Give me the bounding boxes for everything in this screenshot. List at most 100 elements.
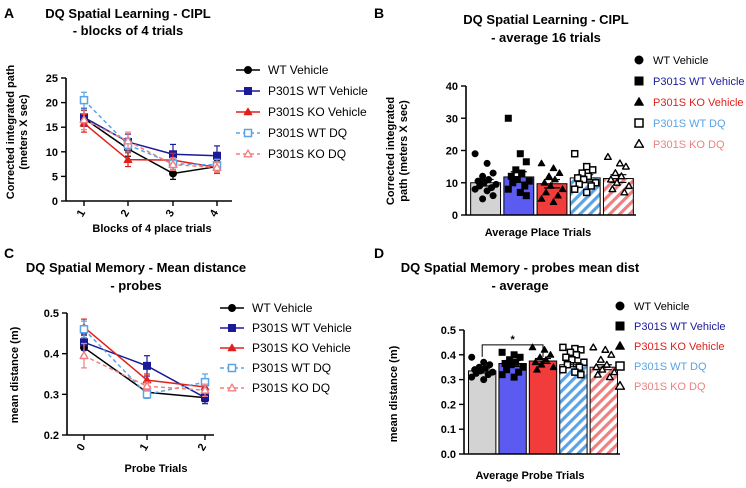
legend-marker [615,301,625,311]
legend-marker [227,363,237,373]
data-point [515,368,523,376]
data-point [598,365,607,373]
data-point [516,150,524,158]
y-tick-label: 30 [446,113,458,125]
bar-group-wt-vehicle [468,353,497,455]
panel-c-title-line1: DQ Spatial Memory - Mean distance [26,260,246,275]
legend-label: P301S KO Vehicle [634,341,725,353]
panel-a-title-line1: DQ Spatial Learning - CIPL [45,6,210,21]
panel-a-plot: 0 5 10 15 20 25 1 2 3 4 [46,73,232,219]
panel-a-y-axis-label-line1: Corrected integrated path [5,64,17,199]
y-tick-label: 0.4 [44,349,60,361]
data-point [168,160,178,169]
bar [559,364,588,455]
legend-marker [634,55,644,65]
panel-c-plot: 0.2 0.3 0.4 0.5 0 1 2 [44,308,214,453]
legend-marker [615,361,625,371]
data-point [549,198,558,205]
data-point [582,162,591,171]
legend-label: P301S KO DQ [252,381,330,395]
bar-group-p301s-wt-vehicle [498,348,527,455]
data-point [522,158,530,166]
x-tick-label: 1 [75,208,88,219]
data-point [542,355,550,363]
legend-marker [227,343,237,352]
data-point [501,359,509,367]
panel-d-x-axis-label: Average Probe Trials [475,470,584,482]
data-point [559,365,567,374]
panel-letter-a: A [4,5,14,21]
data-point [551,175,559,183]
x-tick-label: 2 [196,442,209,453]
legend-marker [614,380,626,390]
significance-star: * [510,334,515,346]
panel-letter-d: D [374,245,384,261]
data-point [472,369,480,377]
data-point [607,350,616,358]
panel-b: DQ Spatial Learning - CIPL - average 16 … [385,12,745,239]
data-point [606,175,615,183]
data-point [596,355,605,363]
legend-label: WT Vehicle [634,301,689,313]
data-point [471,150,479,158]
legend-label: P301S WT DQ [653,118,726,130]
data-point [516,353,524,361]
data-point [549,164,558,172]
series-line [83,326,206,388]
y-tick-label: 0.5 [441,325,456,337]
panel-a-title-line2: - blocks of 4 trials [73,23,184,38]
legend-marker [633,138,645,148]
panel-letter-c: C [4,245,14,261]
data-point [572,351,581,359]
data-point [484,371,492,379]
y-tick-label: 0.4 [441,350,457,362]
data-point [512,166,520,174]
y-tick-label: 10 [446,178,458,190]
y-tick-label: 0.0 [441,449,456,461]
data-point [621,162,630,170]
data-point [79,325,89,334]
data-point [480,376,488,384]
data-point [486,361,494,369]
panel-d: DQ Spatial Memory - probes mean dist - a… [388,260,726,482]
data-point [498,348,506,356]
legend-label: P301S WT Vehicle [634,321,726,333]
panel-a-x-axis-label: Blocks of 4 place trials [92,223,211,235]
series-line [83,116,218,157]
data-point [575,363,584,371]
data-point [123,155,133,163]
data-point [471,185,479,193]
data-point [525,177,533,185]
data-point [542,188,550,196]
legend-label: WT Vehicle [268,63,329,77]
data-point [549,363,558,371]
data-point [519,363,527,371]
data-point [212,162,222,172]
y-tick-label: 0.2 [44,430,59,442]
data-point [540,178,549,186]
y-tick-label: 20 [446,146,458,158]
data-point [468,353,476,361]
series-line [83,355,206,392]
data-point [489,192,497,200]
x-tick-label: 1 [138,442,151,453]
data-point [509,179,517,187]
data-point [213,151,221,160]
data-point [483,159,491,167]
panel-c: DQ Spatial Memory - Mean distance - prob… [9,260,352,475]
legend-marker [228,324,236,332]
data-point [601,345,610,353]
data-point [504,185,512,193]
data-point [582,188,591,197]
data-point [617,172,626,180]
y-tick-label: 0.5 [44,308,59,320]
panel-d-y-axis-label: mean distance (m) [388,345,400,442]
data-point [528,343,537,351]
panel-d-legend: WT Vehicle P301S WT Vehicle P301S KO Vehic… [614,301,726,393]
y-tick-label: 15 [46,122,58,134]
legend-marker [634,76,644,86]
data-point [568,356,576,364]
data-point [546,351,555,358]
data-point [587,182,595,190]
